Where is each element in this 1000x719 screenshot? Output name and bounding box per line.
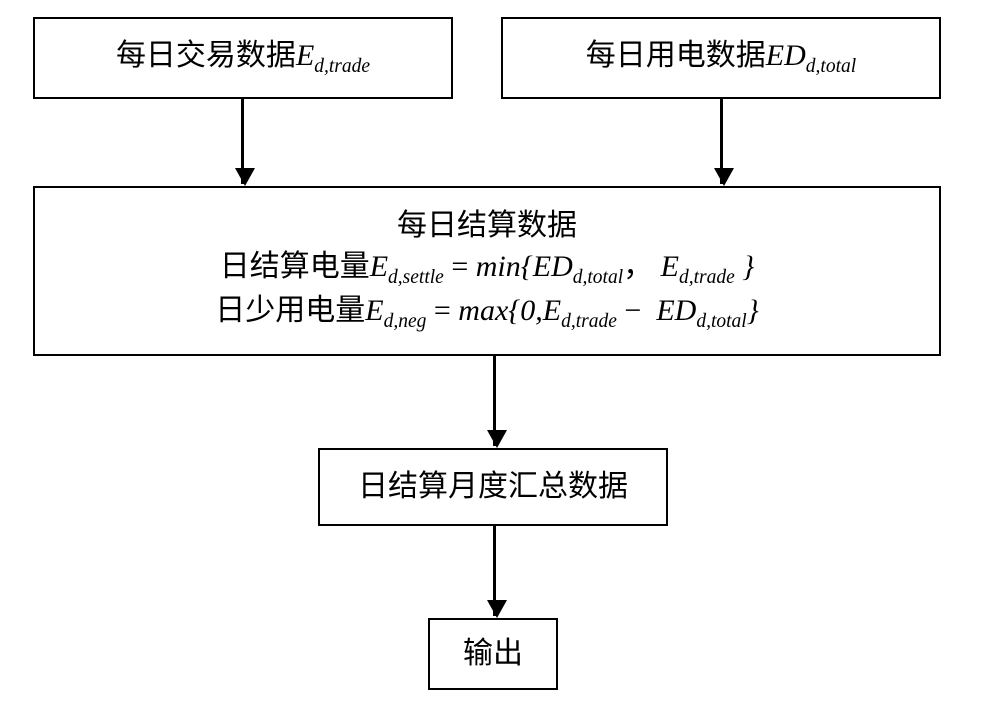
n1-var: E	[296, 39, 314, 72]
n1-prefix: 每日交易数据	[116, 39, 296, 72]
n1-sub: d,trade	[314, 56, 370, 77]
n5-label: 输出	[463, 634, 523, 675]
node-daily-usage-data: 每日用电数据EDd,total	[501, 17, 941, 99]
edge-n3-n4	[493, 356, 496, 446]
n2-var: ED	[766, 39, 806, 72]
edge-n4-n5	[493, 526, 496, 616]
n3-title: 每日结算数据	[397, 206, 577, 247]
node-monthly-summary: 日结算月度汇总数据	[318, 448, 668, 526]
n2-prefix: 每日用电数据	[586, 39, 766, 72]
edge-n2-n3	[720, 99, 723, 184]
node-daily-trade-data: 每日交易数据Ed,trade	[33, 17, 453, 99]
edge-n1-n3	[241, 99, 244, 184]
n2-sub: d,total	[806, 56, 856, 77]
n4-label: 日结算月度汇总数据	[358, 467, 628, 508]
n3-line1: 日结算电量Ed,settle = min{EDd,total， Ed,trade…	[220, 247, 755, 291]
node-output: 输出	[428, 618, 558, 690]
n3-line2: 日少用电量Ed,neg = max{0,Ed,trade − EDd,total…	[215, 291, 758, 335]
node-daily-settlement-data: 每日结算数据 日结算电量Ed,settle = min{EDd,total， E…	[33, 186, 941, 356]
flowchart-canvas: 每日交易数据Ed,trade 每日用电数据EDd,total 每日结算数据 日结…	[0, 0, 1000, 719]
